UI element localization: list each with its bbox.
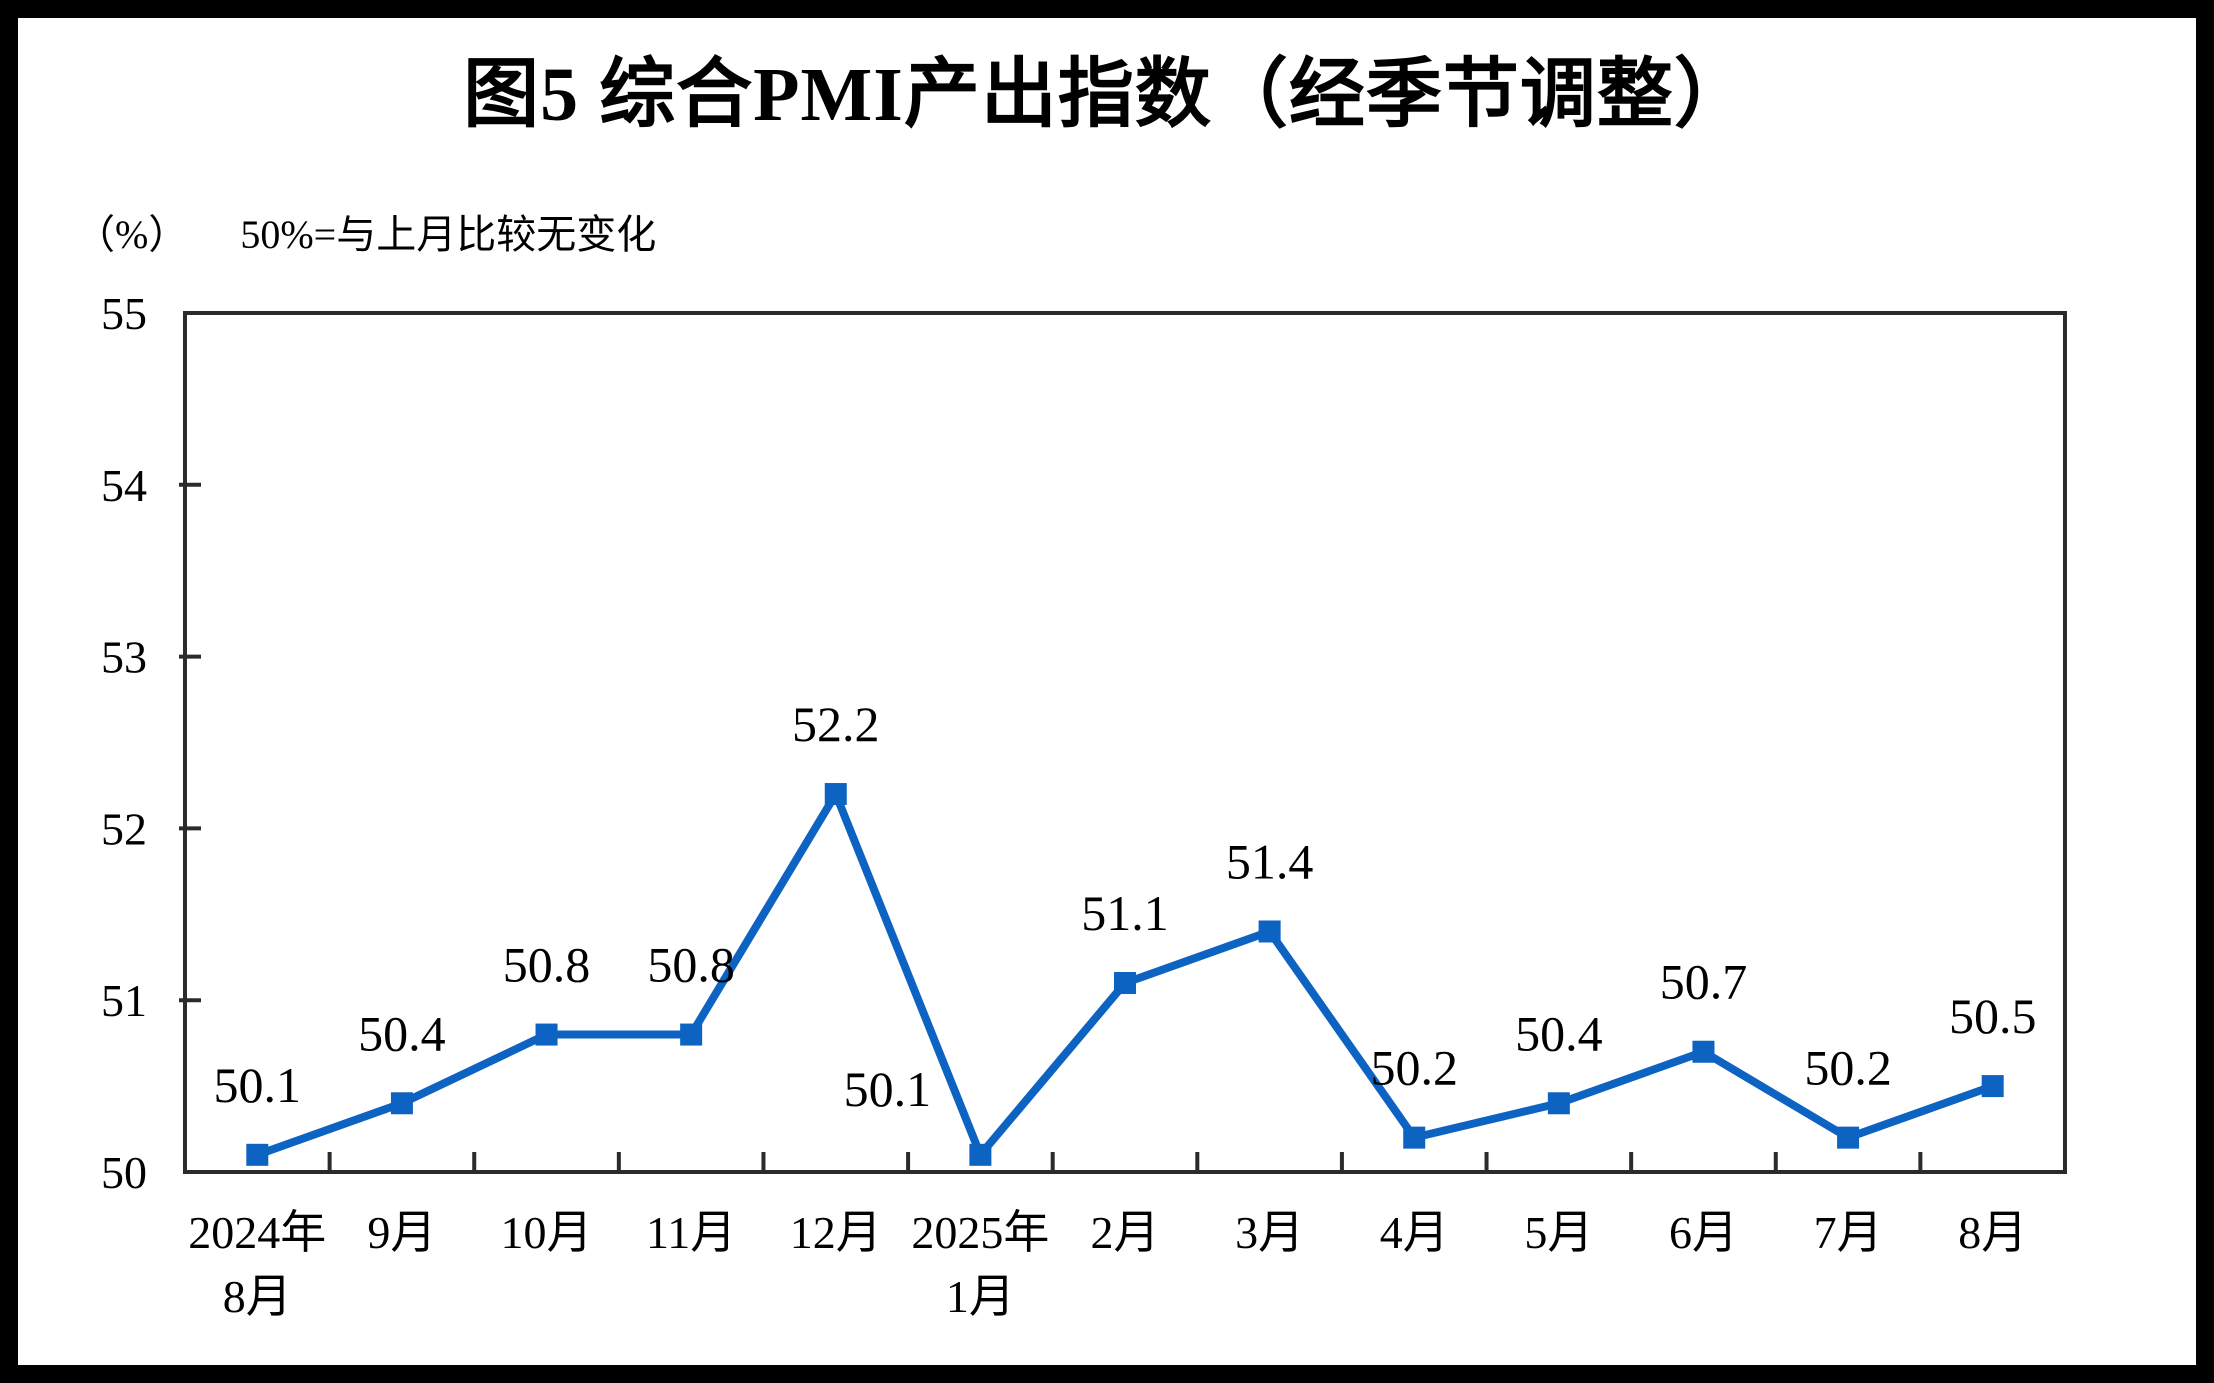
pmi-line-chart: 50 51 52 53 54 55 2024年 8月 9月 10月 11月 12月 2025年 1月 2月 3…	[101, 288, 2067, 1322]
data-point-label: 50.8	[647, 937, 735, 993]
data-point-label: 51.1	[1081, 885, 1169, 941]
x-axis-category-label: 9月	[367, 1207, 436, 1258]
chart-title: 图5 综合PMI产出指数（经季节调整）	[463, 53, 1751, 137]
x-axis-category-label: 8月	[1958, 1207, 2027, 1258]
data-point-label: 51.4	[1226, 833, 1314, 889]
y-axis-tick-label: 53	[101, 632, 147, 683]
x-axis-category-label: 12月	[790, 1207, 882, 1258]
data-point-marker	[680, 1023, 703, 1046]
data-point-label: 52.2	[792, 696, 880, 752]
chart-subtitle: （%） 50%=与上月比较无变化	[75, 202, 656, 260]
data-point-marker	[390, 1092, 413, 1115]
x-axis-category-label: 6月	[1669, 1207, 1738, 1258]
x-axis-category-label: 2月	[1091, 1207, 1160, 1258]
y-axis-tick-label: 51	[101, 975, 147, 1026]
data-point-marker	[969, 1143, 992, 1166]
x-axis-category-label: 10月	[501, 1207, 593, 1258]
x-axis-category-label: 4月	[1380, 1207, 1449, 1258]
data-point-label: 50.1	[214, 1057, 302, 1113]
data-point-marker	[1258, 920, 1281, 943]
data-point-marker	[246, 1143, 269, 1166]
x-axis-category-label: 7月	[1814, 1207, 1883, 1258]
y-axis-tick-label: 50	[101, 1147, 147, 1198]
x-axis-category-label: 2024年 8月	[188, 1207, 326, 1322]
data-point-marker	[1692, 1040, 1715, 1063]
data-point-label: 50.1	[844, 1061, 932, 1117]
y-axis-tick-label: 55	[101, 288, 147, 339]
data-point-marker	[1114, 972, 1136, 995]
data-point-label: 50.4	[1515, 1005, 1603, 1061]
chart-note: 50%=与上月比较无变化	[240, 212, 657, 257]
data-point-marker	[1981, 1075, 2004, 1098]
y-axis-tick-label: 54	[101, 460, 147, 511]
data-point-marker	[1547, 1092, 1570, 1115]
y-axis-unit-label: （%）	[75, 212, 189, 257]
data-point-label: 50.2	[1804, 1040, 1892, 1096]
data-point-label: 50.2	[1370, 1040, 1458, 1096]
data-point-marker	[1837, 1126, 1860, 1149]
data-point-marker	[824, 783, 847, 806]
data-point-label: 50.7	[1660, 954, 1748, 1010]
data-point-label: 50.5	[1949, 988, 2037, 1044]
data-point-marker	[1403, 1126, 1426, 1149]
y-axis-tick-label: 52	[101, 803, 147, 854]
x-axis-category-label: 11月	[646, 1207, 736, 1258]
plot-frame	[183, 311, 2067, 1174]
x-axis-category-label: 2025年 1月	[911, 1207, 1049, 1322]
x-axis-category-label: 3月	[1235, 1207, 1304, 1258]
data-point-label: 50.4	[358, 1005, 446, 1061]
x-axis-category-label: 5月	[1524, 1207, 1593, 1258]
data-point-label: 50.8	[503, 937, 591, 993]
data-point-marker	[535, 1023, 558, 1046]
